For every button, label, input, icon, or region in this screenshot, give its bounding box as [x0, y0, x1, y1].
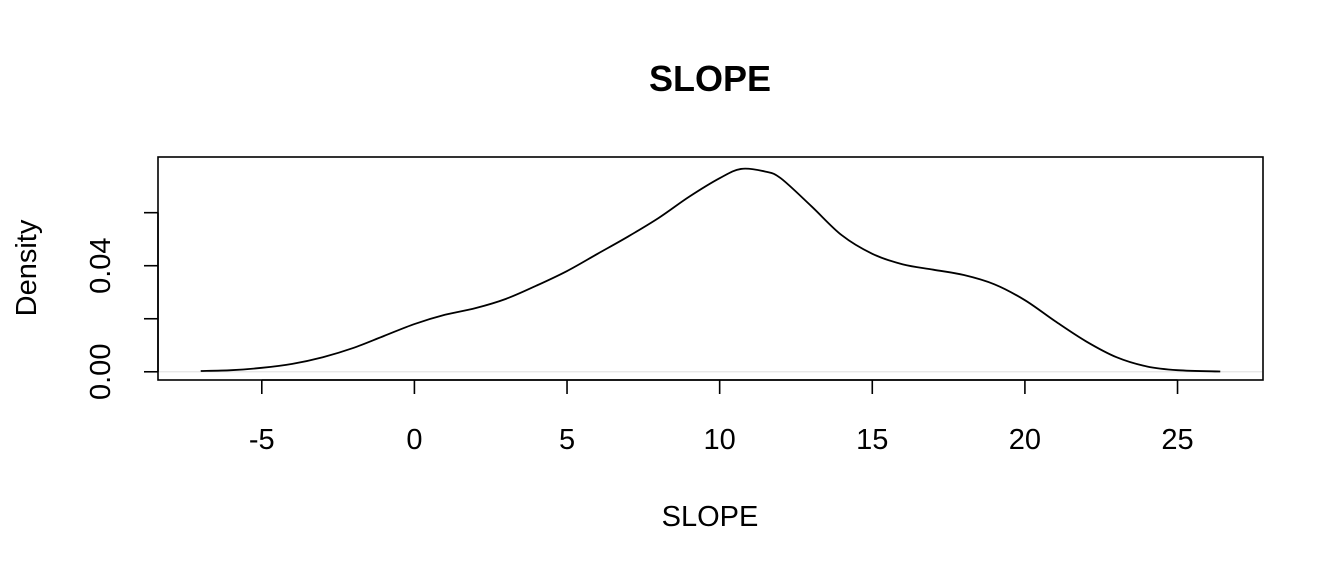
density-curve	[200, 167, 1221, 373]
x-axis-label: SLOPE	[662, 501, 759, 533]
x-tick-label: 25	[1161, 424, 1193, 456]
x-tick-label: 0	[406, 424, 422, 456]
x-tick-label: 15	[856, 424, 888, 456]
y-axis-label: Density	[11, 219, 43, 316]
chart-title: SLOPE	[649, 58, 771, 99]
y-tick-label: 0.04	[85, 237, 117, 293]
y-tick-label: 0.00	[85, 344, 117, 400]
x-tick-label: 5	[559, 424, 575, 456]
x-tick-label: 10	[704, 424, 736, 456]
plot-frame	[157, 156, 1264, 381]
plot-area: -5 0 5 10 15 20 25 0.00 0.04	[85, 167, 1262, 456]
x-tick-label: 20	[1009, 424, 1041, 456]
x-tick-label: -5	[249, 424, 275, 456]
